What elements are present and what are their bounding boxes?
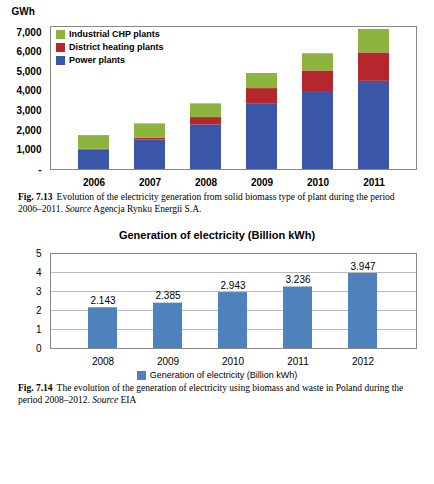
svg-text:2: 2	[36, 305, 42, 316]
svg-text:2007: 2007	[139, 177, 162, 188]
svg-text:6,000: 6,000	[16, 46, 41, 57]
svg-text:2,000: 2,000	[16, 125, 41, 136]
svg-text:2008: 2008	[92, 356, 115, 367]
svg-text:2.943: 2.943	[220, 280, 245, 291]
svg-text:2009: 2009	[251, 177, 274, 188]
html-text:Fig. 7.13 Evolution of the ele: Fig. 7.13 Evolution of the electricity g…	[18, 192, 395, 214]
html-text:Power plants: Power plants	[69, 55, 125, 65]
svg-text:5,000: 5,000	[16, 66, 41, 77]
svg-text:5: 5	[36, 248, 42, 259]
svg-text:2011: 2011	[287, 356, 309, 367]
svg-text:2006: 2006	[83, 177, 106, 188]
svg-text:2010: 2010	[222, 356, 245, 367]
svg-text:7,000: 7,000	[16, 27, 41, 38]
html-text:District heating plants: District heating plants	[69, 42, 164, 52]
html-text:Fig. 7.14 The evolution of the: Fig. 7.14 The evolution of the generatio…	[18, 383, 404, 405]
html-text:Generation of electricity (Bil: Generation of electricity (Billion kWh)	[118, 229, 316, 241]
svg-text:-: -	[38, 164, 41, 175]
svg-text:4,000: 4,000	[16, 85, 41, 96]
svg-text:2008: 2008	[195, 177, 218, 188]
svg-text:2009: 2009	[157, 356, 180, 367]
svg-text:3.947: 3.947	[350, 261, 375, 272]
svg-text:3: 3	[36, 286, 42, 297]
svg-text:1: 1	[36, 324, 42, 335]
svg-text:4: 4	[36, 267, 42, 278]
svg-text:2.385: 2.385	[155, 290, 180, 301]
svg-text:0: 0	[36, 343, 42, 354]
svg-text:2012: 2012	[352, 356, 375, 367]
svg-text:1,000: 1,000	[16, 144, 41, 155]
svg-text:3.236: 3.236	[285, 274, 310, 285]
svg-text:3,000: 3,000	[16, 105, 41, 116]
svg-text:2010: 2010	[307, 177, 330, 188]
html-text:Industrial CHP plants: Industrial CHP plants	[69, 29, 160, 39]
svg-text:2.143: 2.143	[90, 295, 115, 306]
svg-text:GWh: GWh	[12, 6, 35, 17]
html-text:Generation of electricity (Bil: Generation of electricity (Billion kWh)	[149, 370, 298, 380]
svg-text:2011: 2011	[363, 177, 385, 188]
